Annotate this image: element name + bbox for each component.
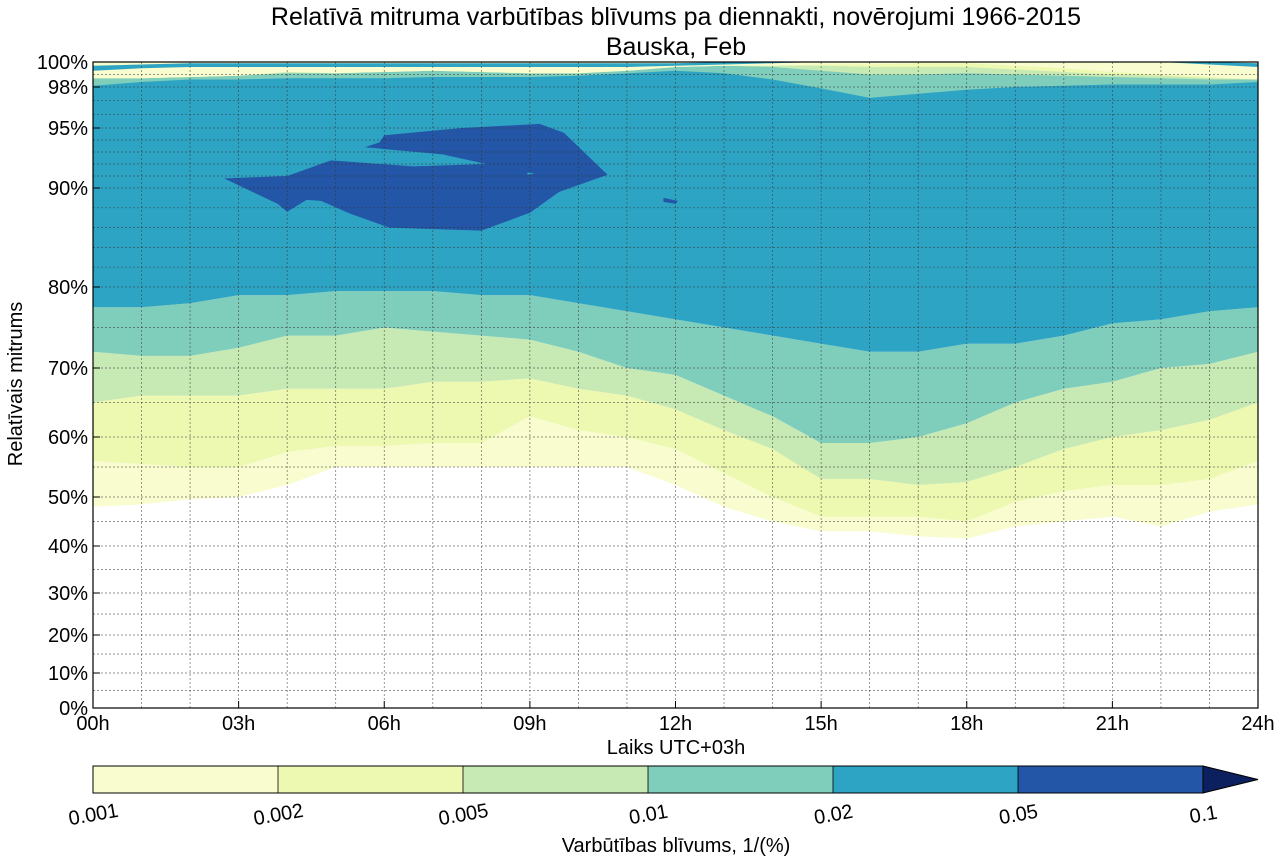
y-tick-label: 70% <box>48 358 88 380</box>
y-tick-label: 20% <box>48 625 88 647</box>
x-axis: 00h 03h 06h 09h 12h 15h 18h 21h 24h <box>76 701 1275 735</box>
colorbar-segment <box>278 766 463 793</box>
y-tick-label: 0% <box>59 698 88 720</box>
y-axis: 0% 10% 20% 30% 40% 50% 60% 70% 80% 90% 95% 98% 100% <box>37 52 100 720</box>
contour-band-0.01-top-strip <box>93 62 1258 71</box>
colorbar-tick-label: 0.1 <box>1188 802 1219 828</box>
chart-subtitle: Bauska, Feb <box>606 33 746 61</box>
y-tick-label: 95% <box>48 118 88 140</box>
contour-band-0.02-hole <box>527 172 535 175</box>
contour-band-0.05-peak <box>224 123 608 231</box>
colorbar-tick-label: 0.005 <box>437 800 490 830</box>
y-tick-label: 100% <box>37 52 88 74</box>
y-axis-label: Relatīvais mitrums <box>5 302 27 466</box>
x-tick-label: 00h <box>76 713 109 735</box>
colorbar-segment <box>463 766 648 793</box>
colorbar-tick-label: 0.01 <box>627 801 669 829</box>
chart-title: Relatīvā mitruma varbūtības blīvums pa d… <box>271 3 1081 31</box>
x-tick-label: 03h <box>222 713 255 735</box>
colorbar-segment <box>648 766 833 793</box>
y-tick-label: 90% <box>48 178 88 200</box>
colorbar-tick-label: 0.002 <box>252 800 305 830</box>
y-tick-label: 10% <box>48 663 88 685</box>
colorbar-tick-label: 0.001 <box>67 800 120 830</box>
x-tick-label: 12h <box>659 713 692 735</box>
x-tick-label: 21h <box>1096 713 1129 735</box>
contour-band-0.05-spot <box>663 197 678 204</box>
colorbar-extend-arrow <box>1202 765 1259 794</box>
x-axis-label: Laiks UTC+03h <box>607 737 745 759</box>
x-tick-label: 24h <box>1241 713 1274 735</box>
colorbar-segment <box>93 766 278 793</box>
colorbar-segment <box>833 766 1018 793</box>
y-tick-label: 50% <box>48 487 88 509</box>
colorbar-tick-label: 0.05 <box>997 801 1039 829</box>
x-tick-label: 18h <box>950 713 983 735</box>
x-tick-label: 15h <box>804 713 837 735</box>
y-tick-label: 60% <box>48 427 88 449</box>
colorbar-label: Varbūtības blīvums, 1/(%) <box>562 835 791 857</box>
y-tick-label: 30% <box>48 583 88 605</box>
colorbar-tick-label: 0.02 <box>812 801 854 829</box>
x-tick-label: 06h <box>368 713 401 735</box>
y-tick-label: 98% <box>48 77 88 99</box>
colorbar: 0.001 0.002 0.005 0.01 0.02 0.05 0.1 <box>67 765 1259 830</box>
x-tick-label: 09h <box>513 713 546 735</box>
y-tick-label: 80% <box>48 277 88 299</box>
y-tick-label: 40% <box>48 536 88 558</box>
colorbar-segment <box>1018 766 1203 793</box>
